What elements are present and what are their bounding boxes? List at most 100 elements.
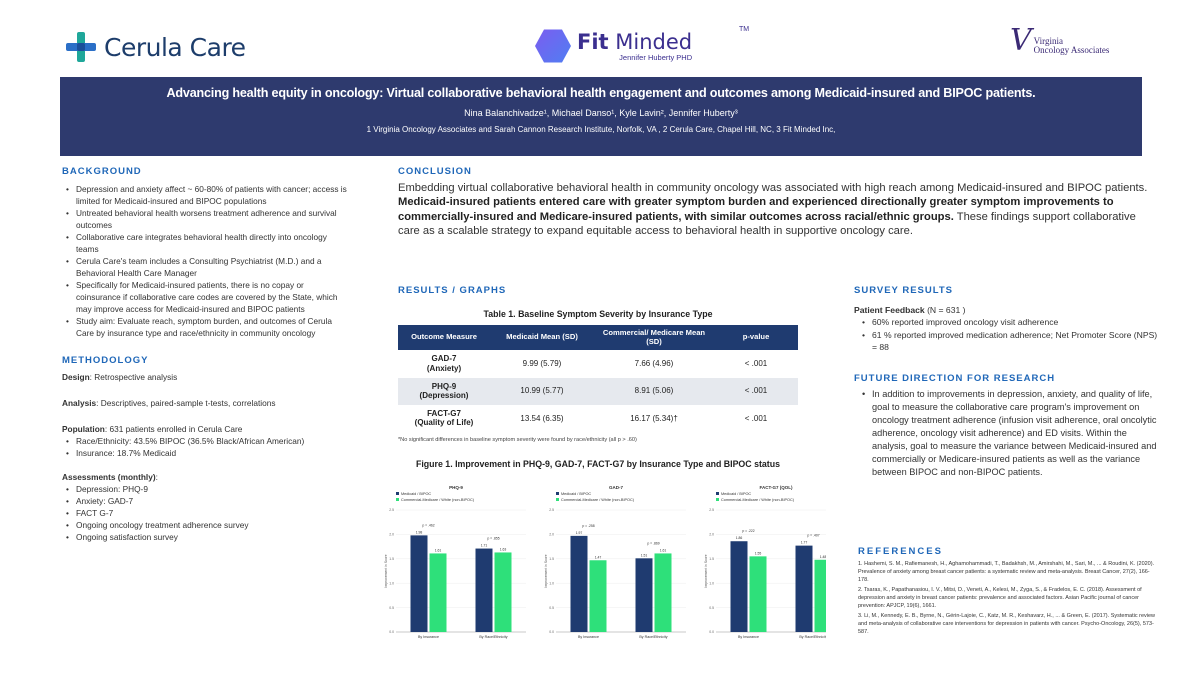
cerula-care-wordmark: Cerula Care <box>104 32 246 62</box>
y-tick-label: 2.0 <box>389 533 394 537</box>
fit-minded-logo: Fit Minded TM Jennifer Huberty PHD <box>535 26 749 64</box>
data-label: 1.98 <box>416 530 423 534</box>
y-tick-label: 0.0 <box>549 630 554 634</box>
assessment-item: FACT G-7 <box>66 507 347 519</box>
voa-line1: Virginia <box>1033 35 1063 46</box>
background-item: Untreated behavioral health worsens trea… <box>66 207 347 231</box>
data-label: 1.97 <box>576 531 583 535</box>
data-label: 1.61 <box>435 548 442 552</box>
figure-title: Figure 1. Improvement in PHQ-9, GAD-7, F… <box>415 459 780 469</box>
data-label: 1.55 <box>755 551 762 555</box>
assessments-colon: : <box>155 472 158 483</box>
y-tick-label: 0.0 <box>389 630 394 634</box>
y-tick-label: 2.5 <box>709 508 714 512</box>
x-tick-label: By Insurance <box>738 635 759 639</box>
table-cell-measure: PHQ-9 (Depression) <box>398 377 490 405</box>
table-header: Commercial/ Medicare Mean (SD) <box>594 325 714 351</box>
table-header: Outcome Measure <box>398 325 490 351</box>
baseline-table: Outcome Measure Medicaid Mean (SD) Comme… <box>398 325 798 432</box>
conclusion-section: CONCLUSION Embedding virtual collaborati… <box>398 166 1158 238</box>
table-cell: 16.17 (5.34)† <box>630 413 678 423</box>
legend-swatch <box>556 492 559 495</box>
poster-title: Advancing health equity in oncology: Vir… <box>166 86 1036 100</box>
fit-wordmark: Minded <box>608 30 693 54</box>
background-item: Depression and anxiety affect ~ 60-80% o… <box>66 183 347 207</box>
bar <box>429 553 447 632</box>
improvement-charts: PHQ-9 Medicaid / BIPOC Commercial-Medicare… <box>384 485 826 639</box>
assessments-line: Assessments (monthly): <box>62 471 347 483</box>
y-tick-label: 1.5 <box>549 557 554 561</box>
table-cell: 9.99 (5.79) <box>522 359 562 369</box>
y-tick-label: 0.5 <box>549 606 554 610</box>
future-heading: FUTURE DIRECTION FOR RESEARCH <box>854 372 1056 384</box>
analysis-label: Analysis <box>62 398 97 409</box>
x-tick-label: By Race/Ethnicity <box>639 635 667 639</box>
y-tick-label: 2.5 <box>549 508 554 512</box>
right-column: SURVEY RESULTS Patient Feedback (N = 631… <box>854 285 1164 479</box>
data-label: 1.71 <box>481 544 488 548</box>
legend-label: Commercial-Medicare / White (non-BIPOC) <box>401 498 475 502</box>
legend-label: Medicaid / BIPOC <box>401 492 431 496</box>
y-tick-label: 2.0 <box>709 533 714 537</box>
y-tick-label: 1.0 <box>389 581 394 585</box>
assessment-item: Ongoing satisfaction survey <box>66 531 347 543</box>
fit-minded-subtitle: Jennifer Huberty PHD <box>619 53 693 62</box>
assessment-list: Depression: PHQ-9 Anxiety: GAD-7 FACT G-… <box>66 483 347 543</box>
x-tick-label: By Race/Ethnicity <box>799 635 826 639</box>
x-tick-label: By Insurance <box>578 635 599 639</box>
y-tick-label: 0.5 <box>389 606 394 610</box>
results-heading: RESULTS / GRAPHS <box>398 285 507 296</box>
bar <box>494 552 512 632</box>
x-tick-label: By Insurance <box>418 635 439 639</box>
population-list: Race/Ethnicity: 43.5% BIPOC (36.5% Black… <box>66 435 347 459</box>
data-label: 1.47 <box>595 555 602 559</box>
analysis-value: : Descriptives, paired-sample t-tests, c… <box>96 398 276 409</box>
table-title: Table 1. Baseline Symptom Severity by In… <box>483 309 713 319</box>
results-section: RESULTS / GRAPHS Table 1. Baseline Sympt… <box>398 285 798 471</box>
assessments-label: Assessments (monthly) <box>62 472 156 483</box>
chart-title: FACT-G7 (QOL) <box>760 485 794 490</box>
background-list: Depression and anxiety affect ~ 60-80% o… <box>66 183 347 339</box>
left-column: BACKGROUND Depression and anxiety affect… <box>62 166 347 543</box>
data-label: 1.77 <box>801 541 808 545</box>
legend-swatch <box>396 498 399 501</box>
conclusion-heading: CONCLUSION <box>398 166 472 177</box>
table-row: FACT-G7 (Quality of Life) 13.54 (6.35) 16… <box>398 405 798 432</box>
y-axis-label: Improvement in Score <box>384 554 388 587</box>
reference-item: 2. Tsaras, K., Papathanasiou, I. V., Mit… <box>858 586 1142 609</box>
p-value-label: p = .222 <box>742 529 754 533</box>
p-value-label: p = .462 <box>422 523 434 527</box>
background-item: Collaborative care integrates behavioral… <box>66 231 347 255</box>
p-value-label: p = .258 <box>582 524 594 528</box>
bar <box>654 553 672 632</box>
table-cell: 13.54 (6.35) <box>520 413 564 423</box>
conclusion-text-a: Embedding virtual collaborative behavior… <box>398 182 1148 194</box>
table-cell: < .001 <box>744 413 768 423</box>
survey-heading: SURVEY RESULTS <box>854 285 953 296</box>
virginia-oncology-logo: V Virginia Oncology Associates <box>1010 26 1109 56</box>
analysis-line: Analysis: Descriptives, paired-sample t-… <box>62 397 347 409</box>
population-label: Population <box>62 424 105 435</box>
table-row: GAD-7 (Anxiety) 9.99 (5.79) 7.66 (4.96) <… <box>398 350 798 377</box>
data-label: 1.51 <box>641 553 648 557</box>
y-tick-label: 1.5 <box>709 557 714 561</box>
y-tick-label: 1.5 <box>389 557 394 561</box>
bar <box>475 548 493 632</box>
y-axis-label: Improvement in Score <box>704 554 708 587</box>
table-cell: 7.66 (4.96) <box>634 359 674 369</box>
legend-swatch <box>556 498 559 501</box>
table-header: Medicaid Mean (SD) <box>490 325 594 351</box>
feedback-line: Patient Feedback (N = 631 ) <box>854 304 1164 316</box>
references-heading: REFERENCES <box>858 546 943 557</box>
y-tick-label: 1.0 <box>709 581 714 585</box>
p-value-label: p = .869 <box>647 541 659 545</box>
trademark: TM <box>739 26 750 33</box>
design-value: : Retrospective analysis <box>89 372 178 383</box>
feedback-label: Patient Feedback <box>854 305 925 315</box>
y-axis-label: Improvement in Score <box>544 554 548 587</box>
p-value-label: p = .407 <box>807 534 819 538</box>
title-banner: Advancing health equity in oncology: Vir… <box>60 77 1142 156</box>
data-label: 1.61 <box>660 548 667 552</box>
bar <box>749 556 767 632</box>
legend-swatch <box>396 492 399 495</box>
